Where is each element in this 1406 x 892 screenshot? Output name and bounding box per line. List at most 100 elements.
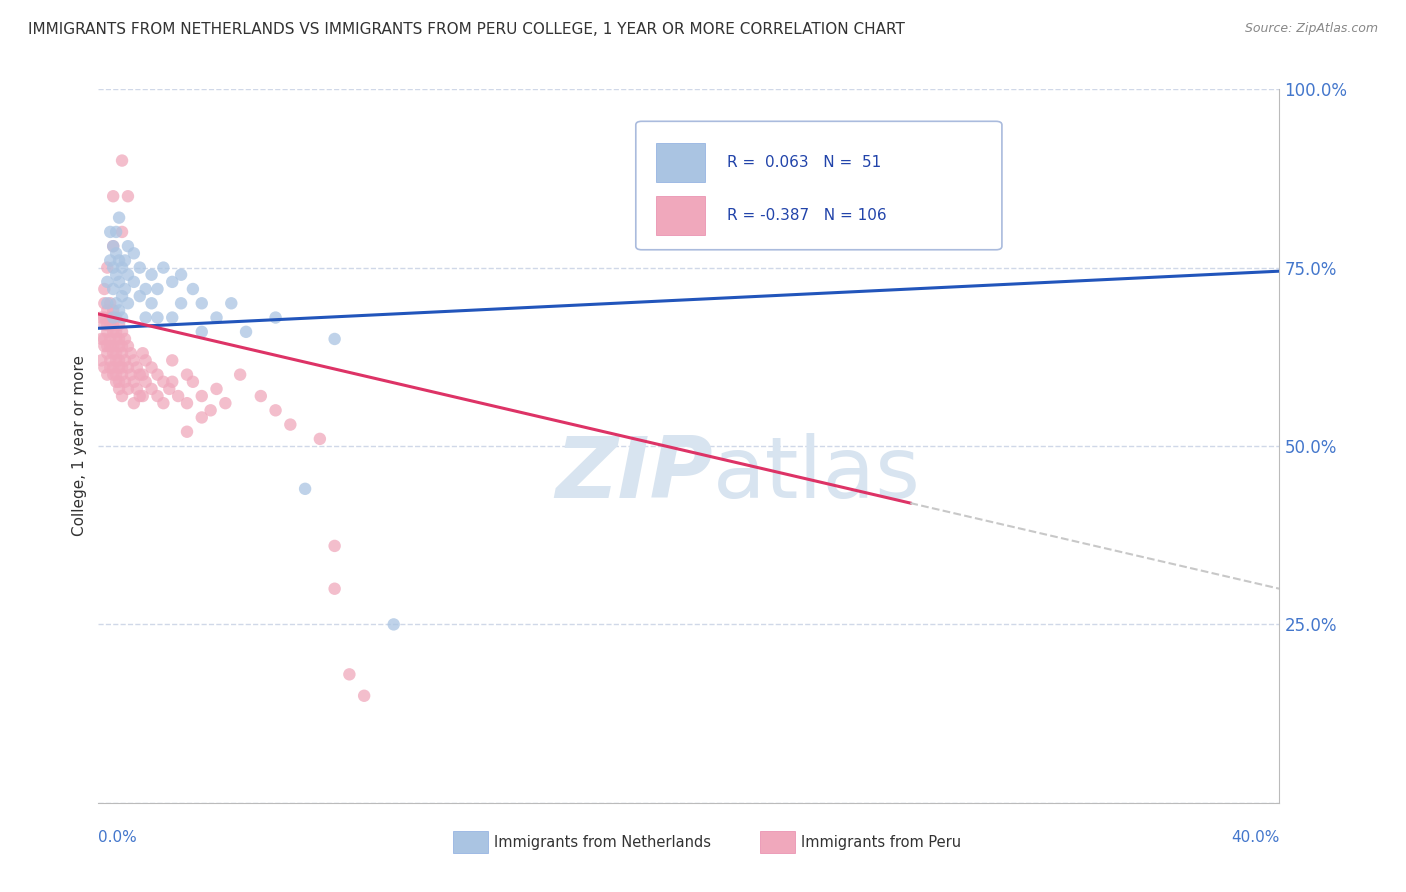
Point bbox=[103, 189, 125, 203]
Point bbox=[219, 296, 242, 310]
Point bbox=[105, 310, 128, 325]
Point bbox=[128, 260, 150, 275]
Point bbox=[103, 318, 125, 332]
Point bbox=[111, 368, 134, 382]
Point bbox=[205, 382, 228, 396]
Point bbox=[120, 346, 142, 360]
Point bbox=[105, 353, 128, 368]
Point bbox=[93, 282, 115, 296]
Point bbox=[93, 318, 115, 332]
Point bbox=[122, 275, 145, 289]
Point bbox=[146, 368, 169, 382]
Point bbox=[93, 332, 115, 346]
Point bbox=[114, 282, 136, 296]
Point bbox=[128, 368, 150, 382]
Point bbox=[181, 375, 204, 389]
Point bbox=[294, 482, 316, 496]
Point bbox=[117, 296, 139, 310]
Point bbox=[176, 368, 198, 382]
Point bbox=[135, 310, 157, 325]
Text: atlas: atlas bbox=[713, 433, 921, 516]
Point bbox=[114, 375, 136, 389]
Point bbox=[105, 225, 128, 239]
Point bbox=[157, 382, 180, 396]
Text: ZIP: ZIP bbox=[555, 433, 713, 516]
Point bbox=[191, 389, 214, 403]
Point bbox=[111, 346, 134, 360]
Point bbox=[152, 375, 174, 389]
Point bbox=[181, 282, 204, 296]
Point bbox=[264, 310, 287, 325]
Point bbox=[93, 360, 115, 375]
Point bbox=[146, 282, 169, 296]
Point bbox=[122, 246, 145, 260]
Point bbox=[117, 339, 139, 353]
Point bbox=[382, 617, 405, 632]
Point bbox=[96, 325, 118, 339]
Point bbox=[96, 346, 118, 360]
FancyBboxPatch shape bbox=[636, 121, 1002, 250]
Point bbox=[111, 325, 134, 339]
Point bbox=[105, 346, 128, 360]
Point bbox=[108, 339, 131, 353]
Point bbox=[103, 346, 125, 360]
Point bbox=[103, 325, 125, 339]
Point bbox=[235, 325, 257, 339]
Point bbox=[205, 310, 228, 325]
Point bbox=[146, 310, 169, 325]
Point bbox=[90, 310, 112, 325]
Point bbox=[108, 303, 131, 318]
Point bbox=[229, 368, 252, 382]
Point bbox=[111, 260, 134, 275]
Point bbox=[111, 289, 134, 303]
Point bbox=[132, 389, 155, 403]
Point bbox=[120, 368, 142, 382]
Point bbox=[122, 353, 145, 368]
Text: 40.0%: 40.0% bbox=[1232, 830, 1279, 845]
Point bbox=[93, 339, 115, 353]
Point bbox=[191, 325, 214, 339]
Point bbox=[105, 268, 128, 282]
Point bbox=[309, 432, 332, 446]
Point bbox=[108, 375, 131, 389]
Point bbox=[98, 318, 121, 332]
Point bbox=[176, 396, 198, 410]
Point bbox=[191, 410, 214, 425]
Point bbox=[111, 153, 134, 168]
Point bbox=[250, 389, 273, 403]
Point bbox=[105, 296, 128, 310]
Point bbox=[278, 417, 302, 432]
Point bbox=[146, 389, 169, 403]
Point bbox=[98, 296, 121, 310]
Point bbox=[93, 310, 115, 325]
Point bbox=[98, 253, 121, 268]
Point bbox=[98, 332, 121, 346]
Point bbox=[214, 396, 236, 410]
Point bbox=[108, 360, 131, 375]
Point bbox=[108, 253, 131, 268]
Point bbox=[170, 296, 193, 310]
Point bbox=[111, 339, 134, 353]
Point bbox=[117, 189, 139, 203]
Point bbox=[96, 296, 118, 310]
Point bbox=[117, 268, 139, 282]
Point bbox=[162, 375, 183, 389]
Point bbox=[90, 353, 112, 368]
Point bbox=[108, 332, 131, 346]
Point bbox=[103, 282, 125, 296]
Point bbox=[108, 353, 131, 368]
Point bbox=[111, 389, 134, 403]
Point bbox=[108, 382, 131, 396]
Point bbox=[96, 303, 118, 318]
Point bbox=[98, 360, 121, 375]
Point bbox=[122, 396, 145, 410]
Bar bbox=[759, 831, 796, 853]
Point bbox=[176, 425, 198, 439]
Point bbox=[132, 346, 155, 360]
Point bbox=[96, 260, 118, 275]
Point bbox=[264, 403, 287, 417]
Point bbox=[103, 360, 125, 375]
Point bbox=[135, 375, 157, 389]
Point bbox=[105, 332, 128, 346]
Text: R =  0.063   N =  51: R = 0.063 N = 51 bbox=[727, 155, 882, 169]
